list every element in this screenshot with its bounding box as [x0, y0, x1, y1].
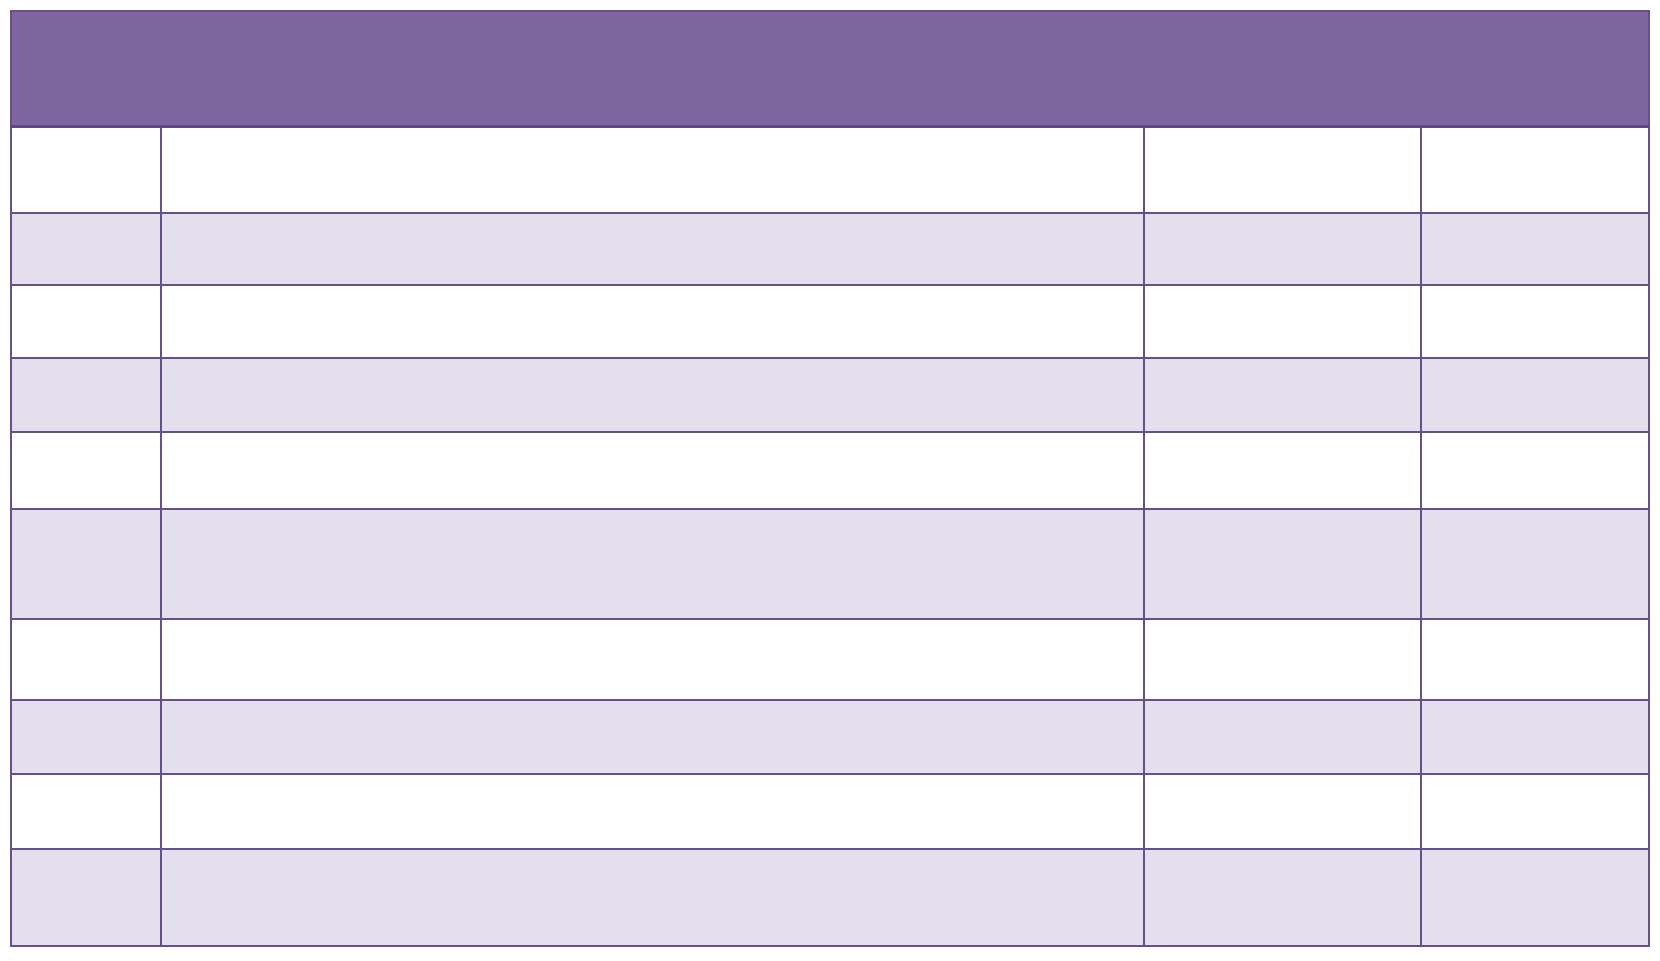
- table-cell-col4: [1420, 431, 1650, 510]
- table-cell-col3: [1143, 772, 1422, 851]
- table-cell-col4: [1420, 772, 1650, 851]
- table-cell-col4: [1420, 284, 1650, 359]
- table-cell-col3: [1143, 507, 1422, 620]
- table-cell-col2: [160, 212, 1145, 287]
- table-cell-col1: [10, 507, 162, 620]
- table-row[interactable]: [10, 772, 1650, 851]
- table-cell-col3: [1143, 212, 1422, 287]
- table-cell-col1: [10, 124, 162, 215]
- table-cell-col2: [160, 431, 1145, 510]
- table-container: [10, 10, 1650, 947]
- table-cell-col2: [160, 848, 1145, 947]
- table-header-banner: [10, 10, 1650, 128]
- table-row[interactable]: [10, 284, 1650, 359]
- table-cell-col4: [1420, 356, 1650, 434]
- table-cell-col1: [10, 431, 162, 510]
- table-cell-col1: [10, 848, 162, 947]
- table-cell-col1: [10, 698, 162, 775]
- table-row[interactable]: [10, 356, 1650, 434]
- table-row[interactable]: [10, 698, 1650, 775]
- table-cell-col3: [1143, 698, 1422, 775]
- table-cell-col4: [1420, 212, 1650, 287]
- table-cell-col1: [10, 772, 162, 851]
- table-row[interactable]: [10, 848, 1650, 947]
- table-cell-col4: [1420, 507, 1650, 620]
- table-cell-col3: [1143, 356, 1422, 434]
- table-cell-col3: [1143, 617, 1422, 701]
- table-cell-col2: [160, 617, 1145, 701]
- table-row[interactable]: [10, 124, 1650, 215]
- table-cell-col4: [1420, 698, 1650, 775]
- table-cell-col1: [10, 356, 162, 434]
- table-header-row: [10, 10, 1650, 128]
- table-cell-col2: [160, 124, 1145, 215]
- table-cell-col1: [10, 212, 162, 287]
- table-cell-col1: [10, 284, 162, 359]
- table-cell-col3: [1143, 848, 1422, 947]
- table-cell-col4: [1420, 848, 1650, 947]
- table-row[interactable]: [10, 507, 1650, 620]
- table-cell-col3: [1143, 431, 1422, 510]
- table-cell-col2: [160, 772, 1145, 851]
- table-cell-col2: [160, 698, 1145, 775]
- table-cell-col4: [1420, 617, 1650, 701]
- table-cell-col1: [10, 617, 162, 701]
- table-row[interactable]: [10, 212, 1650, 287]
- table-header: [10, 10, 1650, 128]
- table-cell-col3: [1143, 124, 1422, 215]
- table-cell-col2: [160, 284, 1145, 359]
- table-row[interactable]: [10, 431, 1650, 510]
- table-cell-col4: [1420, 124, 1650, 215]
- table-cell-col3: [1143, 284, 1422, 359]
- table-cell-col2: [160, 507, 1145, 620]
- table-body: [10, 124, 1650, 947]
- table-cell-col2: [160, 356, 1145, 434]
- data-table: [10, 10, 1650, 947]
- table-row[interactable]: [10, 617, 1650, 701]
